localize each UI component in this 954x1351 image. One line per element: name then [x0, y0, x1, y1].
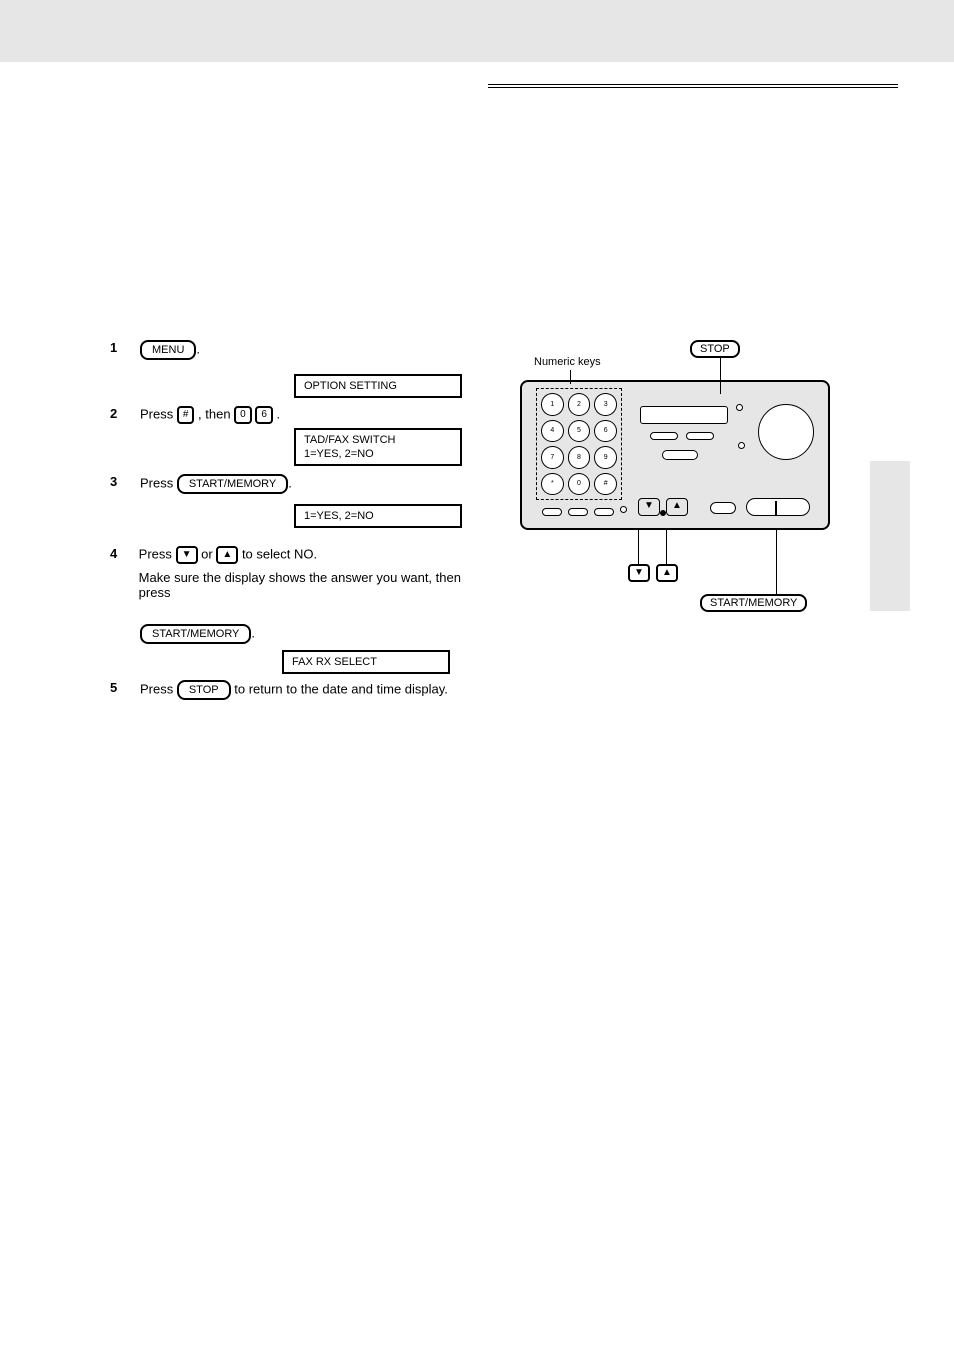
callout-start-memory: START/MEMORY	[700, 594, 807, 612]
down-arrow-icon: ▼	[638, 498, 660, 516]
callout-line	[666, 530, 667, 564]
text-tail: .	[277, 406, 281, 421]
step-4-text: Press ▼ or ▲ to select NO. Make sure the…	[139, 546, 470, 600]
device-button	[686, 432, 714, 440]
device-key: 5	[568, 420, 591, 443]
step-number: 3	[110, 474, 128, 489]
key-6-label: 6	[255, 406, 273, 424]
device-button	[568, 508, 588, 516]
step-number: 1	[110, 340, 128, 355]
device-key: 8	[568, 446, 591, 469]
lcd-display-2: TAD/FAX SWITCH 1=YES, 2=NO	[294, 428, 462, 466]
lcd-display-1: OPTION SETTING	[294, 374, 462, 398]
step-4b: START/MEMORY.	[140, 624, 255, 644]
step-3-text: Press START/MEMORY.	[140, 474, 292, 494]
text-tail: .	[251, 625, 255, 640]
text: or	[201, 546, 216, 561]
step-5-text: Press STOP to return to the date and tim…	[140, 680, 448, 700]
device-button	[620, 506, 627, 513]
up-arrow-label: ▲	[216, 546, 238, 564]
up-arrow-callout: ▲	[656, 564, 678, 582]
step-4b-text: START/MEMORY.	[140, 624, 255, 644]
step-1: 1 MENU.	[110, 340, 200, 360]
step-number: 4	[110, 546, 127, 561]
lcd-display-4: FAX RX SELECT	[282, 650, 450, 674]
device-start-button	[746, 498, 810, 516]
down-arrow-callout: ▼	[628, 564, 650, 582]
down-arrow-label: ▼	[176, 546, 198, 564]
hash-key-label: #	[177, 406, 195, 424]
step-4: 4 Press ▼ or ▲ to select NO. Make sure t…	[110, 546, 470, 600]
callout-line	[570, 370, 571, 384]
step-5: 5 Press STOP to return to the date and t…	[110, 680, 470, 700]
side-tab	[870, 461, 910, 611]
device-key: 9	[594, 446, 617, 469]
key-0-label: 0	[234, 406, 252, 424]
text: Press	[139, 546, 176, 561]
header-bar	[0, 0, 954, 62]
device-button	[710, 502, 736, 514]
device-key: 2	[568, 393, 591, 416]
lcd-text-line1: TAD/FAX SWITCH	[304, 433, 452, 447]
step-2-text: Press # , then 0 6 .	[140, 406, 280, 424]
lcd-text: OPTION SETTING	[304, 380, 397, 392]
device-key: 3	[594, 393, 617, 416]
lcd-text: FAX RX SELECT	[292, 656, 377, 668]
text: Press	[140, 681, 177, 696]
callout-line	[638, 530, 639, 564]
up-arrow-icon: ▲	[666, 498, 688, 516]
callout-line	[776, 530, 777, 594]
text: Press	[140, 406, 177, 421]
lcd-text-line2: 1=YES, 2=NO	[304, 447, 452, 461]
device-indicator	[738, 442, 745, 449]
step-3: 3 Press START/MEMORY.	[110, 474, 292, 494]
step-number: 2	[110, 406, 128, 421]
device-key: 7	[541, 446, 564, 469]
device-arrow-pair: ▼ ▲	[638, 498, 688, 516]
double-rule	[488, 84, 898, 88]
step-4-line2: Make sure the display shows the answer y…	[139, 570, 470, 600]
start-memory-button-label: START/MEMORY	[140, 624, 251, 644]
device-key: #	[594, 473, 617, 496]
text: , then	[198, 406, 234, 421]
device-indicator	[736, 404, 743, 411]
device-key: 1	[541, 393, 564, 416]
page: 1 MENU. OPTION SETTING 2 Press # , then …	[0, 0, 954, 1351]
lcd-display-3: 1=YES, 2=NO	[294, 504, 462, 528]
device-button	[662, 450, 698, 460]
text-tail: .	[196, 341, 200, 356]
device-key: 4	[541, 420, 564, 443]
step-1-text: MENU.	[140, 340, 200, 360]
lcd-text: 1=YES, 2=NO	[304, 510, 374, 522]
device-illustration: 1 2 3 4 5 6 7 8 9 * 0 # ▼ ▲	[520, 380, 830, 530]
device-screen	[640, 406, 728, 424]
device-key: 6	[594, 420, 617, 443]
menu-button-label: MENU	[140, 340, 196, 360]
device-button	[542, 508, 562, 516]
device-button	[594, 508, 614, 516]
start-memory-button-label: START/MEMORY	[177, 474, 288, 494]
callout-line	[720, 358, 721, 394]
device-key: 0	[568, 473, 591, 496]
device-dial	[758, 404, 814, 460]
step-number: 5	[110, 680, 128, 695]
callout-stop: STOP	[690, 340, 740, 358]
text-tail: .	[288, 475, 292, 490]
device-keypad: 1 2 3 4 5 6 7 8 9 * 0 #	[536, 388, 622, 500]
stop-button-label: STOP	[177, 680, 231, 700]
text: to select NO.	[242, 546, 317, 561]
device-button	[650, 432, 678, 440]
callout-numeric-keys: Numeric keys	[534, 356, 601, 368]
step-2: 2 Press # , then 0 6 .	[110, 406, 280, 424]
text: to return to the date and time display.	[234, 681, 448, 696]
device-key: *	[541, 473, 564, 496]
text: Press	[140, 475, 177, 490]
